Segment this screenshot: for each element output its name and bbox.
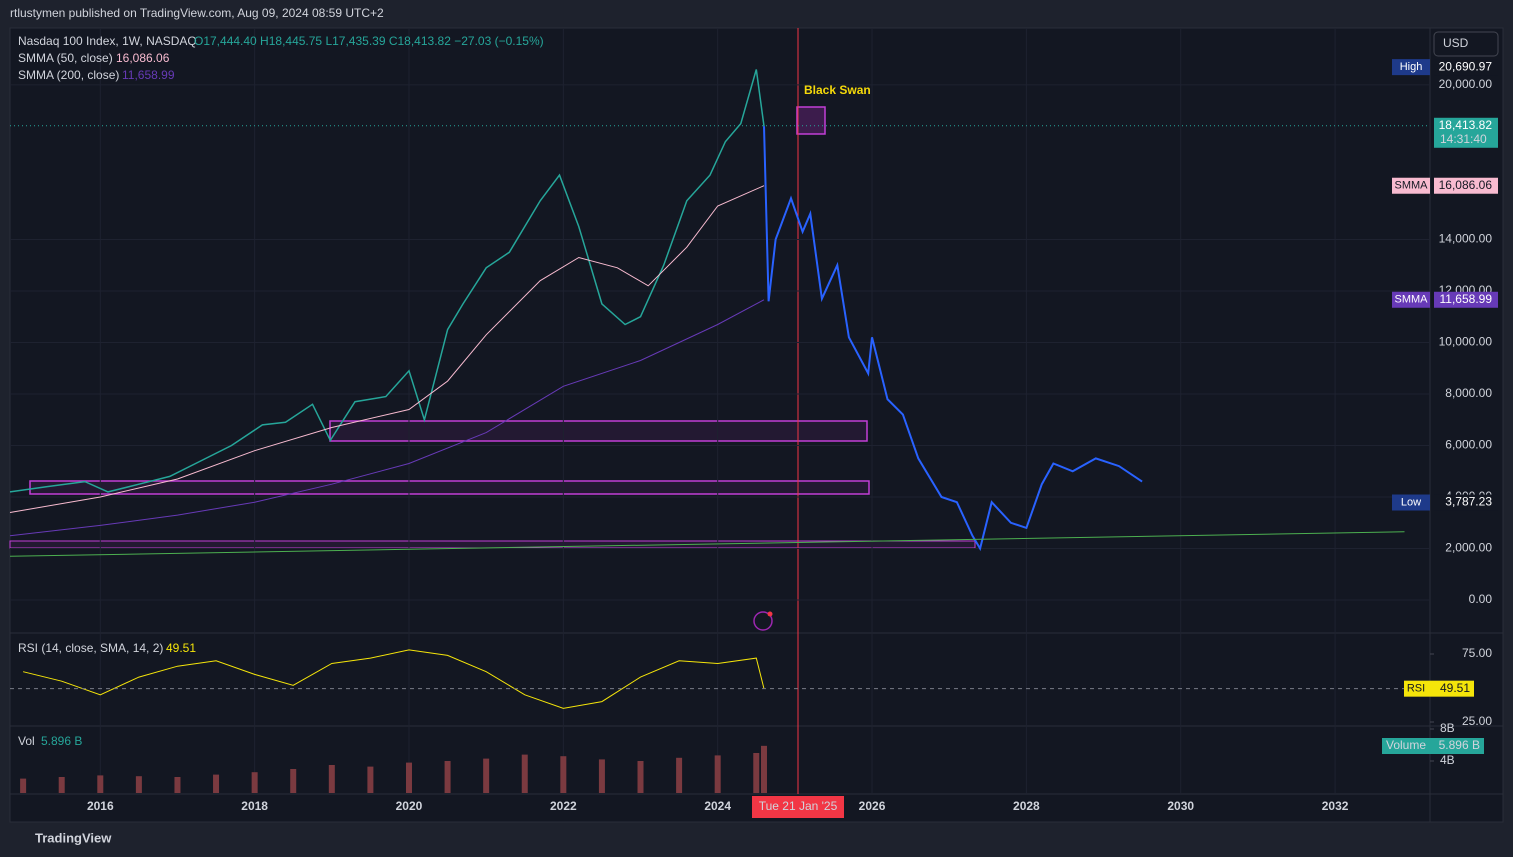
volume-bar (290, 769, 297, 793)
volume-bar (135, 776, 142, 793)
price-label-name-bg (1392, 177, 1430, 194)
volume-bar (213, 774, 220, 793)
price-label-name-bg (1392, 291, 1430, 308)
zone (29, 480, 870, 495)
x-tick-label: 2028 (1013, 799, 1040, 813)
vol-label-name: Volume (1386, 738, 1426, 752)
x-tick-label: 2022 (550, 799, 577, 813)
x-tick-label: 2018 (241, 799, 268, 813)
volume-bar (560, 756, 567, 793)
y-tick-label: 2,000.00 (1445, 541, 1492, 555)
series-line (9, 531, 1405, 557)
price-label-name: SMMA (1395, 294, 1429, 306)
volume-bar (483, 758, 490, 793)
price-label-bg (1434, 117, 1498, 148)
vol-label: 5.896 B (1439, 738, 1480, 752)
rsi-label-name: RSI (1407, 683, 1425, 695)
y-tick-label: 14,000.00 (1439, 232, 1493, 246)
y-tick-label: 6,000.00 (1445, 438, 1492, 452)
y-tick-label: 8B (1440, 721, 1455, 735)
y-tick-label: 4B (1440, 753, 1455, 767)
x-tick-label: 2024 (704, 799, 731, 813)
legend-value: 16,086.06 (116, 51, 170, 65)
crosshair-label: Tue 21 Jan '25 (759, 799, 838, 813)
x-tick-label: 2026 (859, 799, 886, 813)
price-label-bg (1434, 177, 1498, 194)
series-line (763, 126, 1143, 552)
volume-bar (521, 754, 528, 793)
y-tick-label: 10,000.00 (1439, 335, 1493, 349)
series-line (22, 649, 765, 709)
crosshair-label-bg (752, 796, 844, 818)
chart-frame (9, 27, 1504, 823)
volume-bar (58, 777, 65, 793)
price-label: 20,690.97 (1439, 59, 1493, 73)
y-tick-label: 20,000.00 (1439, 77, 1493, 91)
y-tick-label: 75.00 (1462, 646, 1492, 660)
volume-bar (174, 777, 181, 793)
countdown: 14:31:40 (1440, 132, 1487, 146)
price-label-name-bg (1392, 59, 1430, 76)
volume-bar (444, 761, 451, 793)
volume-bar (637, 761, 644, 793)
event-icon[interactable] (753, 611, 773, 631)
vol-label-bg (1382, 738, 1484, 754)
x-tick-label: 2032 (1322, 799, 1349, 813)
price-label: 18,413.82 (1439, 118, 1493, 132)
plot: 2016 2018 2020 2022 2024 2026 2028 2030 2032 Tue … (9, 28, 1498, 818)
currency-button[interactable] (1433, 31, 1499, 57)
rsi-title: RSI (14, close, SMA, 14, 2) (18, 641, 163, 655)
volume-bar (714, 755, 721, 793)
vol-value: 5.896 B (41, 734, 82, 748)
series-line (9, 299, 765, 537)
price-label: 16,086.06 (1439, 178, 1493, 192)
price-label-bg (1434, 59, 1498, 76)
series-line (9, 185, 765, 513)
price-label-name: SMMA (1395, 180, 1429, 192)
volume-bar (753, 753, 760, 793)
price-label: 11,658.99 (1440, 292, 1493, 306)
price-label-name-bg (1392, 494, 1430, 511)
vol-title: Vol (18, 734, 35, 748)
legend-ohlc: O17,444.40 H18,445.75 L17,435.39 C18,413… (194, 34, 544, 48)
footer: TradingView (35, 830, 112, 845)
volume-bar (405, 762, 412, 793)
event-dot (767, 611, 773, 617)
x-tick-label: 2020 (396, 799, 423, 813)
legend-item: SMMA (200, close) (18, 68, 119, 82)
black-swan-box (796, 106, 826, 135)
price-label: 3,787.23 (1445, 495, 1492, 509)
y-tick-label: 8,000.00 (1445, 386, 1492, 400)
volume-bar (760, 745, 767, 793)
header: rtlustymen published on TradingView.com,… (10, 6, 384, 20)
price-label-bg (1434, 494, 1498, 511)
volume-bar (598, 759, 605, 793)
price-label-name: High (1400, 61, 1423, 73)
legend-title: Nasdaq 100 Index, 1W, NASDAQ (18, 34, 197, 48)
y-tick-label: 0.00 (1469, 592, 1493, 606)
volume-bar (676, 757, 683, 793)
annotation: Black Swan (804, 83, 871, 97)
series-line (9, 69, 765, 493)
price-label-bg (1434, 291, 1498, 308)
x-tick-label: 2016 (87, 799, 114, 813)
legend-value: 11,658.99 (122, 68, 175, 82)
rsi-label: 49.51 (1440, 681, 1470, 695)
rsi-label-bg (1404, 680, 1474, 697)
zone (329, 420, 868, 442)
y-tick-label: 25.00 (1462, 714, 1492, 728)
volume-bar (20, 778, 27, 793)
volume-bar (251, 772, 258, 793)
volume-bar (328, 765, 335, 793)
volume-bar (367, 766, 374, 793)
x-tick-label: 2030 (1167, 799, 1194, 813)
legend-item: SMMA (50, close) (18, 51, 113, 65)
volume-bar (97, 775, 104, 793)
price-label-name: Low (1401, 496, 1421, 508)
currency: USD (1443, 36, 1469, 50)
rsi-value: 49.51 (166, 641, 196, 655)
